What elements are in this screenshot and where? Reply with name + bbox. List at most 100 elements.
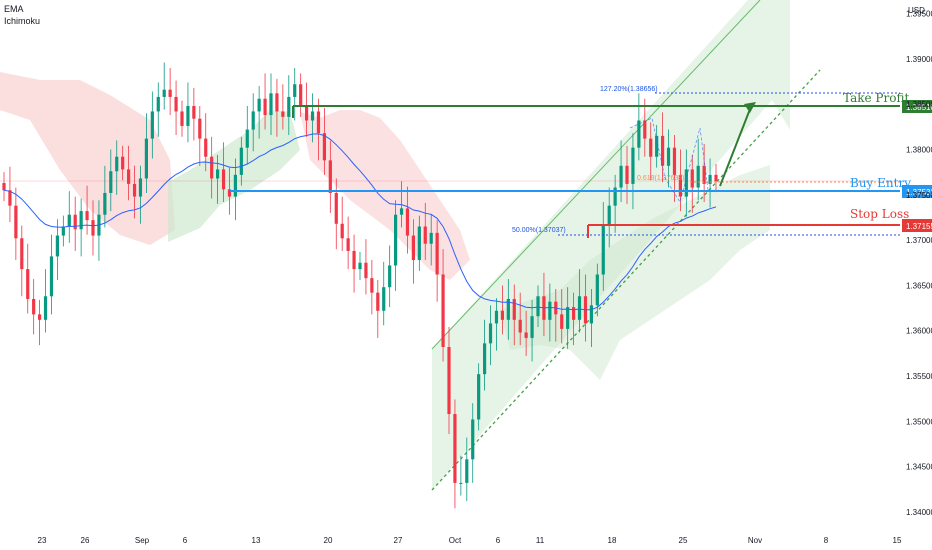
candle-body [85,211,89,221]
candle-body [453,414,457,483]
time-axis[interactable]: 23 26 Sep 6 13 20 27 Oct 6 11 18 25 Nov 8 15 [38,536,902,545]
candle-body [121,156,125,170]
buy-entry-badge-text: 1.37532 [906,188,932,197]
candle-body [666,147,671,166]
candle-body [322,133,326,161]
candle-body [649,138,653,157]
time-tick-label: 11 [536,536,545,545]
candle-body [566,307,570,329]
price-tick-label: 1.37000 [906,236,932,245]
time-tick-label: 6 [496,536,501,545]
indicator-ema-label[interactable]: EMA [4,4,24,14]
candle-body [91,220,95,236]
fib-50-label: 50.00%(1.37037) [512,227,566,234]
candle-body [26,269,30,299]
candle-body [305,106,309,121]
candle-body [310,111,315,121]
candle-body [655,135,659,157]
time-tick-label: 23 [38,536,47,545]
price-tick-label: 1.36000 [906,327,932,336]
price-tick-label: 1.37500 [906,191,932,200]
candle-body [382,287,386,311]
candle-body [103,192,107,215]
candle-body [376,292,380,311]
candle-body [702,165,706,184]
candle-body [512,298,516,320]
candle-body [518,319,522,333]
candle-body [67,214,71,227]
projection-arrowhead [744,102,756,113]
price-tick-label: 1.34500 [906,463,932,472]
candle-body [174,96,178,112]
candle-body [168,89,172,97]
fib-618-label: 0.618(1.37638) [637,175,684,182]
candle-body [572,307,576,320]
candle-body [257,98,261,112]
take-profit-badge-text: 1.38510 [906,103,932,112]
candle-body [8,190,12,206]
candle-body [251,111,255,130]
candle-body [536,296,540,317]
channel-fill [432,0,790,490]
candle-body [245,129,249,148]
candle-body [465,459,469,483]
price-tick-label: 1.34000 [906,508,932,517]
candle-body [263,98,267,116]
candle-body [637,120,641,148]
candle-body [127,169,131,184]
candle-body [138,178,143,197]
price-axis[interactable]: 1.39500 1.39000 1.38500 1.38000 1.37500 1.370… [906,10,932,517]
take-profit-badge [902,100,932,113]
price-tick-label: 1.38500 [906,100,932,109]
price-tick-label: 1.35000 [906,417,932,426]
candle-body [186,106,190,126]
candle-body [506,298,510,320]
candle-body [471,419,475,460]
time-tick-label: Sep [135,536,150,545]
candle-body [678,174,682,197]
cloud-red-segment [0,72,175,245]
candle-body [477,374,481,420]
candle-body [132,183,137,197]
indicator-ichimoku-label[interactable]: Ichimoku [4,16,41,26]
candle-body [352,250,356,270]
candle-body [334,192,338,224]
price-tick-label: 1.36500 [906,281,932,290]
cloud-red-segment [300,110,470,280]
candles-group [2,62,718,509]
price-tick-label: 1.39500 [906,10,932,19]
candle-body [281,111,285,117]
candle-body [672,147,677,175]
candle-body [714,174,718,182]
channel-lower-line [431,69,821,491]
candle-body [340,223,344,239]
candle-body [287,96,291,117]
candle-body [459,482,463,484]
candle-body [150,111,154,139]
candle-body [364,262,368,279]
candle-body [180,111,184,126]
candle-body [49,256,54,297]
candle-body [631,147,635,184]
projection-arrow [719,103,753,187]
candle-body [388,265,392,288]
time-tick-label: Nov [748,536,762,545]
harmonic-pattern [629,117,709,203]
candle-body [216,169,220,179]
candle-body [275,93,279,112]
candle-body [696,165,700,188]
candle-body [483,343,487,375]
candle-body [269,93,273,116]
candle-body [643,120,647,139]
candle-body [613,187,617,206]
candle-body [708,174,712,184]
candle-body [32,298,36,315]
candle-body [299,84,303,106]
price-tick-label: 1.38000 [906,145,932,154]
candle-body [370,278,374,293]
channel-upper-line [431,0,761,350]
candle-body [577,296,582,320]
time-tick-label: 18 [608,536,617,545]
time-tick-label: 6 [183,536,188,545]
